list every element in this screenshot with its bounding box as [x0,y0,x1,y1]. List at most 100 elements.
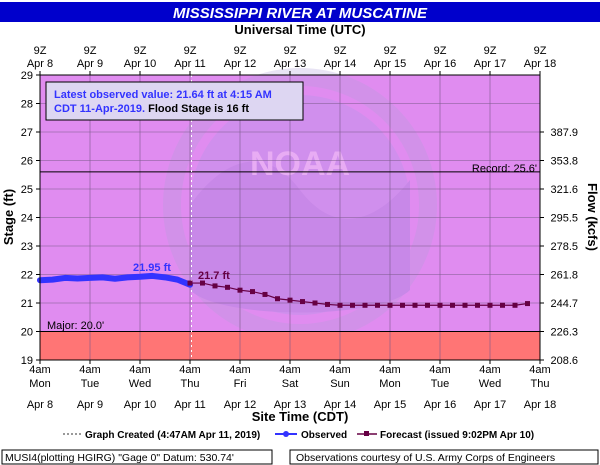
right-tick-label: 353.8 [550,156,578,168]
bottom-tick-date: Apr 12 [224,399,256,411]
top-tick-time: 9Z [234,45,247,57]
forecast-point [412,302,418,308]
bottom-tick-time: 4am [129,364,150,376]
top-tick-time: 9Z [384,45,397,57]
forecast-point [525,301,530,307]
bottom-tick-weekday: Sun [330,378,350,390]
forecast-point [437,302,443,308]
bottom-tick-date: Apr 10 [124,399,156,411]
forecast-point [450,302,455,308]
forecast-point [387,302,393,308]
bottom-tick-date: Apr 18 [524,399,556,411]
top-tick-date: Apr 15 [374,58,406,70]
forecast-crest-label: 21.7 ft [198,270,230,282]
observed-point [175,277,180,283]
forecast-point [325,301,330,307]
top-tick-date: Apr 10 [124,58,156,70]
bottom-tick-date: Apr 9 [77,399,103,411]
forecast-point [375,302,380,308]
left-tick-label: 26 [21,156,33,168]
left-tick-label: 19 [21,355,33,367]
left-tick-label: 24 [21,213,33,225]
legend-forecast: Forecast (issued 9:02PM Apr 10) [380,430,534,441]
top-tick-date: Apr 18 [524,58,556,70]
observed-point [162,274,168,280]
svg-text:NOAA: NOAA [250,145,350,183]
top-tick-time: 9Z [534,45,547,57]
left-tick-label: 25 [21,184,33,196]
bottom-tick-weekday: Sat [282,378,299,390]
right-axis-title: Flow (kcfs) [585,183,600,251]
bottom-tick-weekday: Mon [379,378,400,390]
callout-line-2-date: CDT 11-Apr-2019. [54,103,145,115]
forecast-point [237,287,243,293]
legend-graph-created: Graph Created (4:47AM Apr 11, 2019) [85,430,260,441]
forecast-point [350,302,355,308]
bottom-tick-date: Apr 8 [27,399,53,411]
top-tick-time: 9Z [84,45,97,57]
right-tick-label: 226.3 [550,327,578,339]
bottom-tick-weekday: Thu [531,378,550,390]
footer-right-box [289,449,599,465]
top-tick-time: 9Z [334,45,347,57]
forecast-point [425,302,430,308]
bottom-tick-date: Apr 13 [274,399,306,411]
data-series [37,272,530,308]
top-tick-date: Apr 11 [174,58,206,70]
observed-point [75,275,80,281]
top-axis-title: Universal Time (UTC) [234,22,365,37]
record-label: Record: 25.6' [472,163,537,175]
bottom-tick-time: 4am [229,364,250,376]
forecast-point [400,302,405,308]
bottom-tick-date: Apr 16 [424,399,456,411]
forecast-point [475,302,480,308]
right-tick-label: 244.7 [550,298,578,310]
bottom-tick-weekday: Thu [181,378,200,390]
bottom-tick-time: 4am [279,364,300,376]
forecast-point [287,297,293,303]
top-tick-time: 9Z [284,45,297,57]
bottom-tick-weekday: Fri [234,378,247,390]
observed-point [137,274,143,280]
legend: Graph Created (4:47AM Apr 11, 2019) Obse… [63,430,534,441]
right-tick-label: 208.6 [550,355,578,367]
forecast-point [362,302,368,308]
top-tick-time: 9Z [484,45,497,57]
forecast-series-line [190,282,528,306]
observed-point [87,275,93,281]
top-tick-date: Apr 17 [474,58,506,70]
forecast-point [225,284,230,290]
bottom-tick-time: 4am [479,364,500,376]
latest-value-callout: Latest observed value: 21.64 ft at 4:15 … [45,81,304,121]
bottom-tick-date: Apr 15 [374,399,406,411]
bottom-tick-weekday: Tue [431,378,450,390]
bottom-tick-weekday: Wed [129,378,151,390]
forecast-point [500,302,505,308]
legend-observed: Observed [301,430,347,441]
bottom-tick-time: 4am [79,364,100,376]
bottom-tick-date: Apr 14 [324,399,356,411]
bottom-axis: 4am Mon Apr 8 4am Tue Apr 9 4am Wed Apr 10 4am Thu… [27,360,556,411]
bottom-tick-weekday: Tue [81,378,100,390]
bottom-tick-weekday: Wed [479,378,501,390]
left-axis-title: Stage (ft) [1,189,16,245]
observed-point [125,274,130,280]
top-tick-time: 9Z [134,45,147,57]
bottom-tick-time: 4am [429,364,450,376]
forecast-point [187,280,193,286]
left-tick-label: 21 [21,298,33,310]
right-tick-label: 295.5 [550,213,578,225]
forecast-point [462,302,468,308]
forecast-point [312,300,318,306]
observed-point [100,274,105,280]
bottom-tick-weekday: Mon [29,378,50,390]
right-axis: 208.6 226.3 244.7 261.8 278.5 295.5 321.6 353.8… [540,127,578,367]
footer-right-text: Observations courtesy of U.S. Army Corps… [296,452,555,464]
observed-point [62,275,68,281]
right-tick-label: 387.9 [550,127,578,139]
forecast-point [250,289,255,295]
top-tick-date: Apr 14 [324,58,356,70]
bottom-axis-title: Site Time (CDT) [252,409,349,424]
